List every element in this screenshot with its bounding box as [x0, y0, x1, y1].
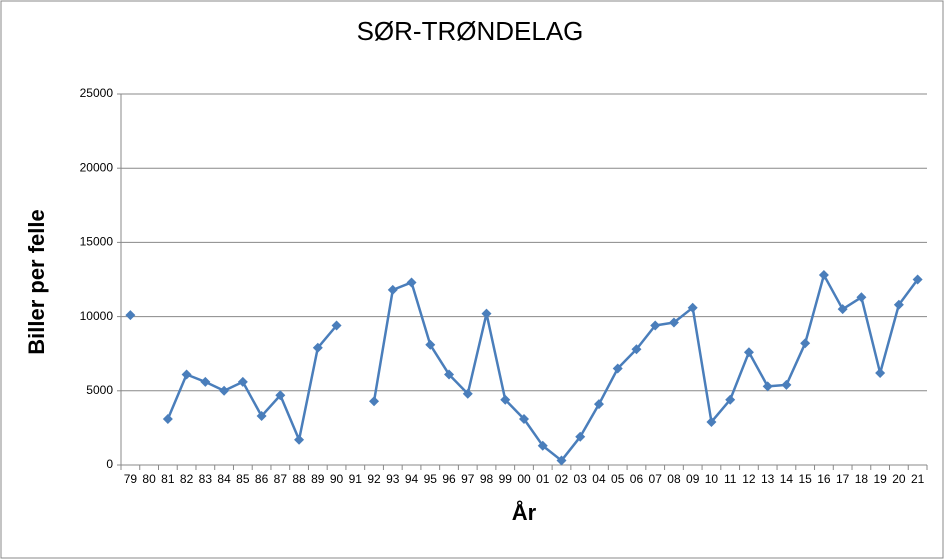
x-tick-label: 81	[161, 472, 175, 486]
line	[166, 273, 919, 462]
marker	[237, 376, 248, 387]
x-tick-label: 18	[855, 472, 869, 486]
chart-title: SØR-TRØNDELAG	[357, 16, 584, 46]
x-tick-label: 90	[330, 472, 344, 486]
x-tick-label: 19	[873, 472, 887, 486]
x-tick-label: 01	[536, 472, 550, 486]
marker	[537, 440, 548, 451]
marker	[875, 367, 886, 378]
marker	[612, 363, 623, 374]
marker	[912, 274, 923, 285]
marker	[556, 455, 567, 466]
marker	[575, 431, 586, 442]
marker	[687, 302, 698, 313]
x-tick-label: 07	[649, 472, 663, 486]
x-tick-label: 00	[517, 472, 531, 486]
x-tick-label: 04	[592, 472, 606, 486]
marker	[800, 338, 811, 349]
marker	[519, 413, 529, 424]
marker	[481, 308, 492, 319]
marker	[294, 434, 305, 445]
marker	[725, 394, 736, 405]
y-tick-label: 5000	[86, 383, 113, 397]
marker	[219, 385, 230, 396]
marker	[856, 292, 867, 303]
x-tick-label: 80	[142, 472, 156, 486]
marker	[837, 304, 848, 315]
marker	[312, 342, 323, 353]
x-tick-label: 94	[405, 472, 419, 486]
y-tick-label: 25000	[80, 86, 114, 100]
x-tick-label: 05	[611, 472, 625, 486]
marker	[781, 379, 792, 390]
x-tick-label: 10	[705, 472, 719, 486]
marker	[181, 369, 192, 380]
marker	[162, 413, 173, 424]
x-tick-label: 95	[424, 472, 438, 486]
x-tick-label: 82	[180, 472, 194, 486]
x-tick-label: 17	[836, 472, 850, 486]
x-tick-label: 93	[386, 472, 400, 486]
marker	[425, 339, 436, 350]
x-tick-label: 12	[742, 472, 756, 486]
x-tick-label: 15	[798, 472, 812, 486]
x-tick-label: 88	[292, 472, 306, 486]
x-tick-label: 06	[630, 472, 644, 486]
x-tick-label: 91	[349, 472, 363, 486]
x-tick-label: 09	[686, 472, 700, 486]
y-tick-label: 15000	[80, 235, 114, 249]
marker	[500, 394, 511, 405]
marker	[200, 376, 211, 387]
marker	[743, 347, 754, 358]
x-tick-label: 97	[461, 472, 475, 486]
x-tick-label: 11	[724, 472, 737, 486]
marker	[631, 344, 642, 355]
y-tick-label: 10000	[80, 309, 114, 323]
x-tick-label: 79	[124, 472, 138, 486]
marker	[818, 270, 829, 281]
x-tick-label: 03	[574, 472, 588, 486]
y-tick-label: 0	[106, 457, 113, 471]
x-tick-label: 08	[667, 472, 681, 486]
x-tick-label: 83	[199, 472, 213, 486]
x-tick-label: 98	[480, 472, 494, 486]
x-tick-label: 89	[311, 472, 325, 486]
x-tick-label: 02	[555, 472, 569, 486]
marker	[275, 390, 286, 401]
marker	[125, 310, 136, 321]
marker	[650, 320, 661, 331]
marker	[668, 317, 679, 328]
marker	[387, 284, 398, 295]
marker	[593, 399, 604, 410]
y-axis-label: Biller per felle	[24, 209, 49, 355]
x-tick-label: 16	[817, 472, 831, 486]
marker	[893, 299, 904, 310]
marker	[462, 388, 473, 399]
x-tick-label: 84	[217, 472, 231, 486]
marker	[406, 277, 417, 288]
x-tick-label: 13	[761, 472, 775, 486]
x-tick-label: 87	[274, 472, 288, 486]
x-tick-label: 99	[499, 472, 513, 486]
y-tick-label: 20000	[80, 160, 114, 174]
marker	[331, 320, 342, 331]
x-tick-label: 96	[442, 472, 456, 486]
x-axis-label: År	[512, 499, 537, 525]
x-tick-label: 85	[236, 472, 250, 486]
x-tick-label: 14	[780, 472, 794, 486]
marker	[706, 416, 717, 427]
marker	[256, 411, 267, 422]
marker	[444, 369, 455, 380]
x-tick-label: 21	[911, 472, 925, 486]
marker	[762, 381, 773, 392]
x-tick-label: 92	[367, 472, 381, 486]
x-tick-label: 20	[892, 472, 906, 486]
marker	[369, 396, 380, 407]
x-tick-label: 86	[255, 472, 269, 486]
